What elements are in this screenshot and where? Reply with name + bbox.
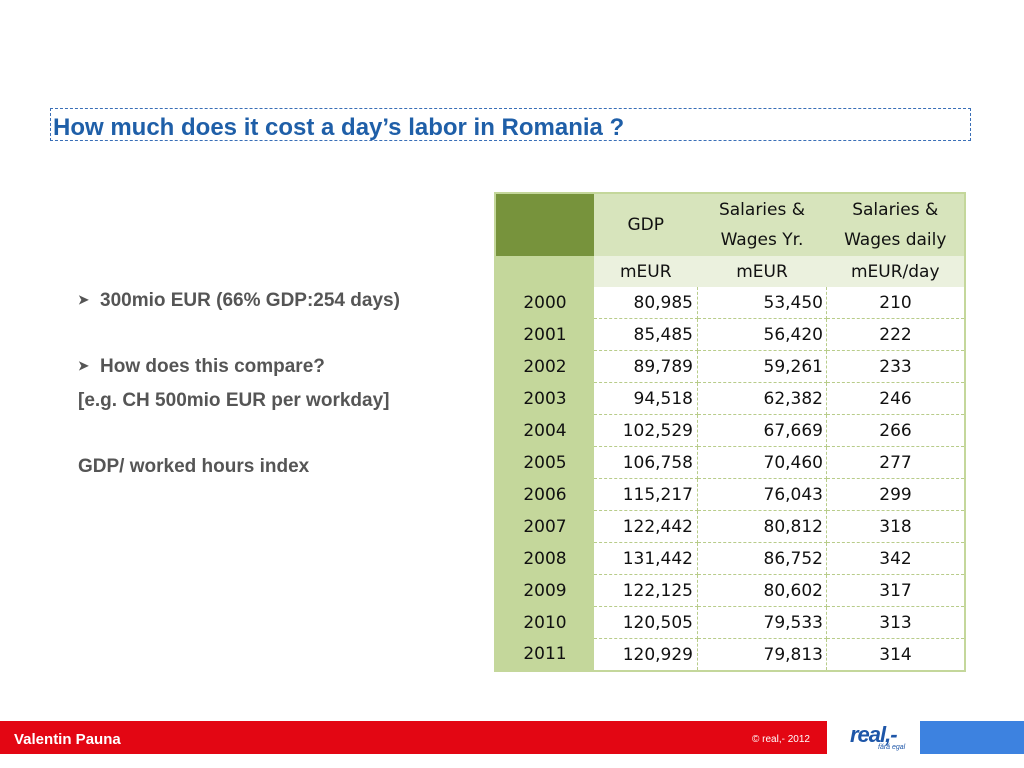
salaries-yr-cell: 67,669 <box>698 415 827 447</box>
units-corner <box>495 256 594 287</box>
salaries-daily-cell: 314 <box>827 639 966 672</box>
note-line: [e.g. CH 500mio EUR per workday] <box>78 390 389 412</box>
labor-cost-table: GDP Salaries & Wages Yr. Salaries & Wage… <box>494 192 966 672</box>
bullet-text: How does this compare? <box>100 356 325 377</box>
unit-cell: mEUR/day <box>827 256 966 287</box>
header-salaries-yr: Salaries & Wages Yr. <box>698 193 827 256</box>
table-body: 2000 80,985 53,450 210 2001 85,485 56,420 222 20… <box>495 287 965 671</box>
gdp-cell: 131,442 <box>594 543 698 575</box>
note-line: GDP/ worked hours index <box>78 456 309 478</box>
salaries-yr-cell: 79,813 <box>698 639 827 672</box>
salaries-daily-cell: 342 <box>827 543 966 575</box>
year-cell: 2011 <box>495 639 594 672</box>
salaries-yr-cell: 70,460 <box>698 447 827 479</box>
header-line: Salaries & <box>827 195 965 225</box>
bullet-item: ➤ How does this compare? <box>78 356 325 378</box>
units-row: mEUR mEUR mEUR/day <box>495 256 965 287</box>
salaries-yr-cell: 76,043 <box>698 479 827 511</box>
table-row: 2009 122,125 80,602 317 <box>495 575 965 607</box>
salaries-yr-cell: 53,450 <box>698 287 827 319</box>
table-row: 2011 120,929 79,813 314 <box>495 639 965 672</box>
salaries-daily-cell: 233 <box>827 351 966 383</box>
gdp-cell: 106,758 <box>594 447 698 479</box>
salaries-daily-cell: 266 <box>827 415 966 447</box>
table-row: 2008 131,442 86,752 342 <box>495 543 965 575</box>
salaries-daily-cell: 277 <box>827 447 966 479</box>
header-corner <box>495 193 594 256</box>
salaries-daily-cell: 222 <box>827 319 966 351</box>
bullet-arrow-icon: ➤ <box>78 358 100 374</box>
salaries-yr-cell: 86,752 <box>698 543 827 575</box>
year-cell: 2006 <box>495 479 594 511</box>
salaries-yr-cell: 80,602 <box>698 575 827 607</box>
gdp-cell: 94,518 <box>594 383 698 415</box>
table-row: 2010 120,505 79,533 313 <box>495 607 965 639</box>
footer-copyright: © real,- 2012 <box>752 734 810 745</box>
salaries-daily-cell: 299 <box>827 479 966 511</box>
real-logo: real,- fără egal <box>842 722 912 754</box>
year-cell: 2007 <box>495 511 594 543</box>
table-row: 2001 85,485 56,420 222 <box>495 319 965 351</box>
logo-tagline: fără egal <box>878 744 905 751</box>
header-line: GDP <box>627 215 664 235</box>
salaries-daily-cell: 313 <box>827 607 966 639</box>
unit-cell: mEUR <box>698 256 827 287</box>
year-cell: 2000 <box>495 287 594 319</box>
footer-bar <box>0 721 827 754</box>
unit-cell: mEUR <box>594 256 698 287</box>
year-cell: 2005 <box>495 447 594 479</box>
gdp-cell: 115,217 <box>594 479 698 511</box>
header-line: Wages Yr. <box>698 225 827 255</box>
gdp-cell: 120,929 <box>594 639 698 672</box>
table-header-row: GDP Salaries & Wages Yr. Salaries & Wage… <box>495 193 965 256</box>
salaries-yr-cell: 56,420 <box>698 319 827 351</box>
table-row: 2005 106,758 70,460 277 <box>495 447 965 479</box>
footer-author: Valentin Pauna <box>14 731 121 748</box>
salaries-yr-cell: 62,382 <box>698 383 827 415</box>
salaries-daily-cell: 246 <box>827 383 966 415</box>
gdp-cell: 102,529 <box>594 415 698 447</box>
salaries-daily-cell: 210 <box>827 287 966 319</box>
bullet-text: 300mio EUR (66% GDP:254 days) <box>100 290 400 311</box>
year-cell: 2009 <box>495 575 594 607</box>
header-line: Salaries & <box>698 195 827 225</box>
year-cell: 2003 <box>495 383 594 415</box>
table-row: 2007 122,442 80,812 318 <box>495 511 965 543</box>
salaries-daily-cell: 318 <box>827 511 966 543</box>
salaries-yr-cell: 59,261 <box>698 351 827 383</box>
gdp-cell: 89,789 <box>594 351 698 383</box>
table-row: 2006 115,217 76,043 299 <box>495 479 965 511</box>
year-cell: 2010 <box>495 607 594 639</box>
year-cell: 2004 <box>495 415 594 447</box>
gdp-cell: 85,485 <box>594 319 698 351</box>
gdp-cell: 80,985 <box>594 287 698 319</box>
table-row: 2003 94,518 62,382 246 <box>495 383 965 415</box>
header-salaries-daily: Salaries & Wages daily <box>827 193 966 256</box>
salaries-daily-cell: 317 <box>827 575 966 607</box>
salaries-yr-cell: 79,533 <box>698 607 827 639</box>
gdp-cell: 122,442 <box>594 511 698 543</box>
table-row: 2004 102,529 67,669 266 <box>495 415 965 447</box>
gdp-cell: 120,505 <box>594 607 698 639</box>
year-cell: 2002 <box>495 351 594 383</box>
year-cell: 2001 <box>495 319 594 351</box>
year-cell: 2008 <box>495 543 594 575</box>
bullet-item: ➤ 300mio EUR (66% GDP:254 days) <box>78 290 400 312</box>
salaries-yr-cell: 80,812 <box>698 511 827 543</box>
table-row: 2002 89,789 59,261 233 <box>495 351 965 383</box>
slide-title: How much does it cost a day’s labor in R… <box>53 114 624 142</box>
header-line: Wages daily <box>827 225 965 255</box>
bullet-arrow-icon: ➤ <box>78 292 100 308</box>
table-row: 2000 80,985 53,450 210 <box>495 287 965 319</box>
gdp-cell: 122,125 <box>594 575 698 607</box>
footer-blue-block <box>920 721 1024 754</box>
header-gdp: GDP <box>594 193 698 256</box>
